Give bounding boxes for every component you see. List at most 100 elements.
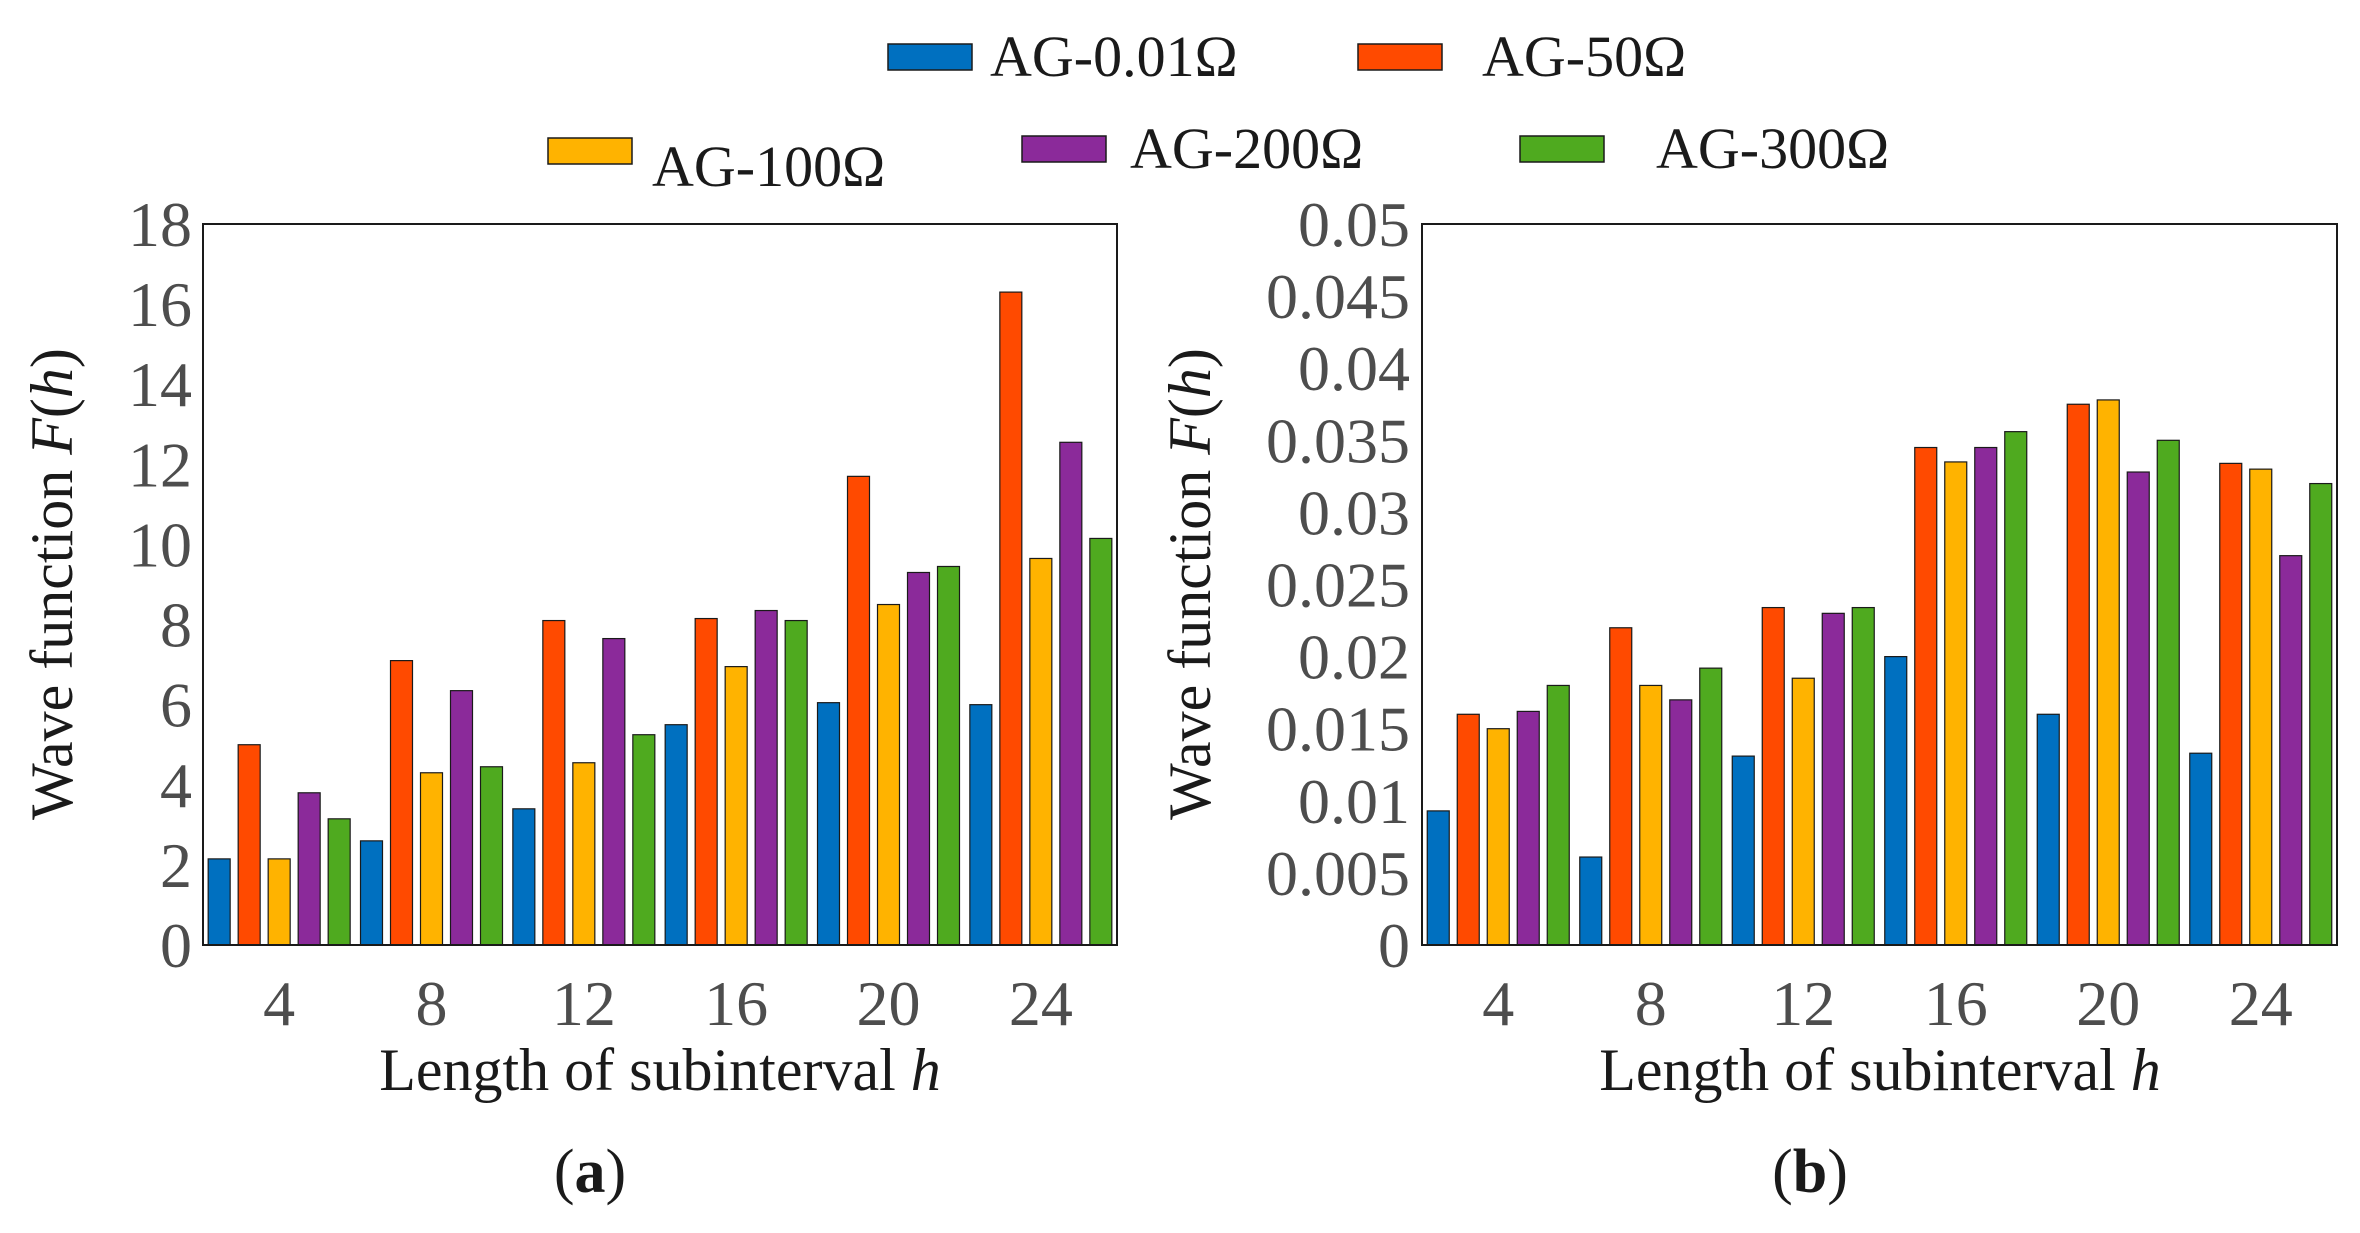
x-tick-label: 20 <box>2076 968 2140 1039</box>
panel-label: (b) <box>1772 1138 1848 1206</box>
y-tick-label: 0.045 <box>1266 261 1410 332</box>
bar-AG-0.01Ω-16 <box>664 724 688 946</box>
bar-AG-100Ω-8 <box>1639 684 1663 946</box>
x-tick-label: 12 <box>1771 968 1835 1039</box>
legend-swatch-2 <box>547 137 633 165</box>
bar-AG-100Ω-16 <box>724 666 748 946</box>
x-axis-label: Length of subinterval h <box>379 1037 941 1103</box>
bar-AG-200Ω-20 <box>906 571 931 946</box>
bar-AG-0.01Ω-12 <box>1731 755 1755 946</box>
y-tick-label: 4 <box>160 750 192 821</box>
bar-AG-300Ω-8 <box>479 766 504 946</box>
bar-AG-100Ω-20 <box>2096 399 2120 946</box>
bar-AG-0.01Ω-12 <box>512 808 536 946</box>
x-tick-label: 4 <box>263 968 295 1039</box>
y-tick-label: 10 <box>128 509 192 580</box>
y-tick-label: 0.035 <box>1266 405 1410 476</box>
y-tick-label: 0.04 <box>1298 333 1410 404</box>
x-tick-label: 20 <box>857 968 921 1039</box>
bar-AG-200Ω-24 <box>1059 441 1083 946</box>
y-tick-label: 0.025 <box>1266 550 1410 621</box>
bar-AG-50Ω-4 <box>237 744 261 946</box>
legend-label-3: AG-200Ω <box>1130 116 1363 181</box>
y-tick-label: 16 <box>128 269 192 340</box>
x-tick-label: 4 <box>1482 968 1514 1039</box>
legend-label-2: AG-100Ω <box>652 134 885 199</box>
bar-AG-300Ω-20 <box>2156 439 2180 946</box>
bar-AG-0.01Ω-8 <box>1579 856 1603 946</box>
bar-AG-300Ω-12 <box>1851 606 1875 946</box>
y-tick-label: 14 <box>128 349 192 420</box>
bar-AG-50Ω-8 <box>1609 627 1633 946</box>
y-tick-label: 0.005 <box>1266 838 1410 909</box>
bar-AG-300Ω-12 <box>632 734 656 946</box>
legend-swatch-1 <box>1357 43 1443 71</box>
bar-AG-200Ω-16 <box>1974 446 1998 946</box>
bar-AG-100Ω-16 <box>1944 461 1968 946</box>
bar-AG-200Ω-4 <box>297 792 321 946</box>
y-tick-label: 18 <box>128 189 192 260</box>
x-tick-label: 8 <box>416 968 448 1039</box>
x-tick-label: 12 <box>552 968 616 1039</box>
legend-label-4: AG-300Ω <box>1656 116 1889 181</box>
bar-AG-0.01Ω-20 <box>816 702 841 946</box>
legend-swatch-3 <box>1021 135 1107 163</box>
bar-AG-300Ω-16 <box>2004 431 2028 946</box>
legend-label-0: AG-0.01Ω <box>990 24 1238 89</box>
bar-AG-50Ω-12 <box>1761 606 1785 946</box>
bar-AG-50Ω-16 <box>1914 446 1938 946</box>
bar-AG-50Ω-16 <box>694 617 718 946</box>
bar-AG-200Ω-20 <box>2126 471 2150 946</box>
legend: AG-0.01Ω AG-50Ω AG-100Ω AG-200Ω AG-300Ω <box>547 24 1889 199</box>
bar-AG-300Ω-4 <box>1546 684 1570 946</box>
y-tick-label: 12 <box>128 429 192 500</box>
bar-AG-50Ω-20 <box>2066 403 2090 946</box>
x-tick-label: 24 <box>2229 968 2293 1039</box>
panel-label: (a) <box>554 1138 626 1206</box>
bar-AG-300Ω-24 <box>2309 482 2333 946</box>
y-tick-label: 0.01 <box>1298 766 1410 837</box>
plot-frame <box>202 223 1118 946</box>
x-tick-label: 24 <box>1009 968 1073 1039</box>
y-axis-label: Wave function F(h) <box>1157 348 1223 820</box>
bar-AG-0.01Ω-4 <box>207 858 231 946</box>
y-axis-label: Wave function F(h) <box>19 348 85 820</box>
bar-AG-0.01Ω-24 <box>2189 752 2213 946</box>
bar-AG-0.01Ω-20 <box>2036 713 2060 946</box>
legend-swatch-0 <box>887 43 973 71</box>
bar-AG-300Ω-4 <box>327 818 351 946</box>
x-tick-label: 16 <box>704 968 768 1039</box>
chart-panel-b: 00.0050.010.0150.020.0250.030.0350.040.0… <box>1157 189 2338 1206</box>
bar-AG-200Ω-12 <box>602 637 626 946</box>
bar-AG-200Ω-8 <box>1669 699 1693 946</box>
bar-AG-100Ω-4 <box>1486 728 1510 946</box>
bar-AG-200Ω-12 <box>1821 612 1845 946</box>
x-tick-label: 8 <box>1635 968 1667 1039</box>
y-tick-label: 2 <box>160 830 192 901</box>
y-tick-label: 0.015 <box>1266 694 1410 765</box>
y-tick-label: 8 <box>160 590 192 661</box>
y-tick-label: 6 <box>160 670 192 741</box>
x-tick-label: 16 <box>1924 968 1988 1039</box>
y-tick-label: 0 <box>160 910 192 981</box>
bar-AG-300Ω-24 <box>1089 537 1113 946</box>
bar-AG-0.01Ω-16 <box>1884 655 1908 946</box>
bar-AG-300Ω-20 <box>936 565 961 946</box>
bar-AG-100Ω-4 <box>267 858 291 946</box>
bar-AG-200Ω-8 <box>449 690 474 946</box>
bar-AG-100Ω-12 <box>1791 677 1815 946</box>
bar-AG-0.01Ω-24 <box>969 704 993 946</box>
bar-AG-50Ω-24 <box>999 291 1023 946</box>
bar-AG-50Ω-20 <box>846 475 871 946</box>
bar-AG-50Ω-4 <box>1456 713 1480 946</box>
y-tick-label: 0.03 <box>1298 477 1410 548</box>
bar-AG-0.01Ω-8 <box>359 840 384 946</box>
plot-frame <box>1421 223 2338 946</box>
bar-AG-50Ω-24 <box>2219 462 2243 946</box>
bar-AG-50Ω-8 <box>389 660 414 946</box>
legend-label-1: AG-50Ω <box>1482 24 1686 89</box>
x-axis-label: Length of subinterval h <box>1599 1037 2161 1103</box>
legend-swatch-4 <box>1519 135 1605 163</box>
